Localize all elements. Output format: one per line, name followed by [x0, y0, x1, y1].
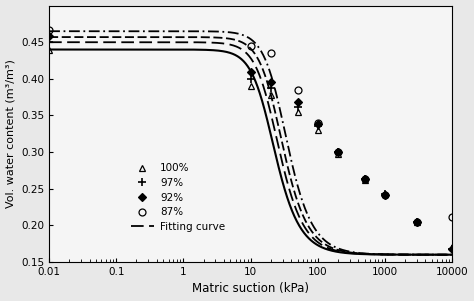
Y-axis label: Vol. water content (m³/m³): Vol. water content (m³/m³) — [6, 59, 16, 208]
Legend: 100%, 97%, 92%, 87%, Fitting curve: 100%, 97%, 92%, 87%, Fitting curve — [127, 159, 229, 236]
X-axis label: Matric suction (kPa): Matric suction (kPa) — [192, 282, 309, 296]
